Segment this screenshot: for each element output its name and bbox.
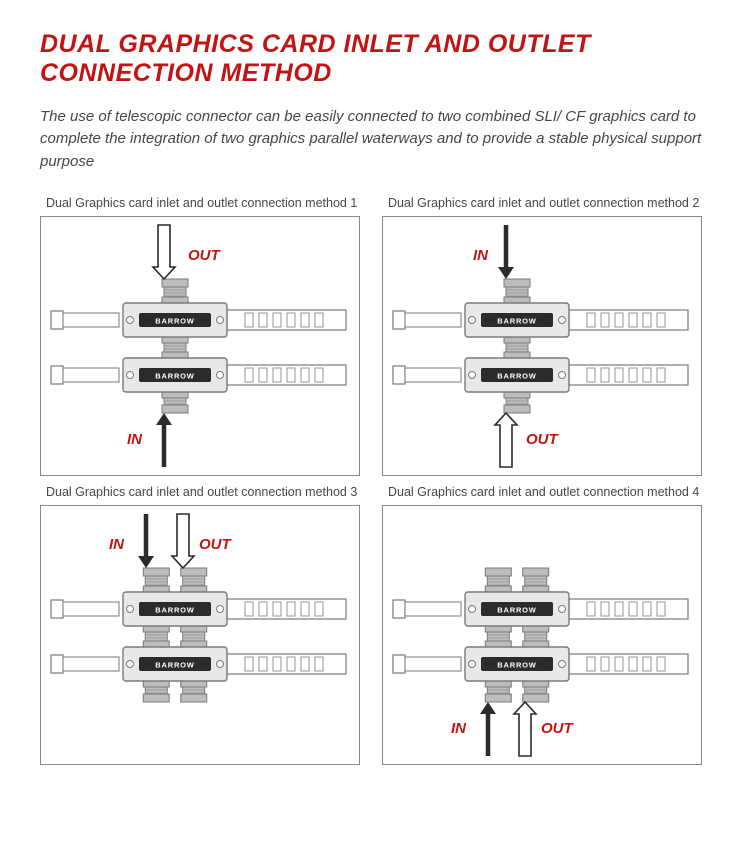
panel-caption: Dual Graphics card inlet and outlet conn… (382, 195, 710, 212)
panel-3: Dual Graphics card inlet and outlet conn… (40, 484, 368, 765)
out-label: OUT (541, 720, 573, 737)
in-label: IN (127, 431, 142, 448)
svg-text:BARROW: BARROW (497, 316, 536, 325)
panel-1: Dual Graphics card inlet and outlet conn… (40, 195, 368, 476)
svg-text:BARROW: BARROW (155, 316, 194, 325)
in-label: IN (451, 720, 466, 737)
panel-caption: Dual Graphics card inlet and outlet conn… (40, 195, 368, 212)
out-label: OUT (199, 536, 231, 553)
svg-text:BARROW: BARROW (497, 371, 536, 380)
in-label: IN (473, 247, 488, 264)
out-label: OUT (526, 431, 558, 448)
svg-text:BARROW: BARROW (497, 605, 536, 614)
svg-text:BARROW: BARROW (497, 660, 536, 669)
panel-caption: Dual Graphics card inlet and outlet conn… (40, 484, 368, 501)
diagram-grid: Dual Graphics card inlet and outlet conn… (40, 195, 710, 765)
panel-caption: Dual Graphics card inlet and outlet conn… (382, 484, 710, 501)
in-label: IN (109, 536, 124, 553)
panel-4: Dual Graphics card inlet and outlet conn… (382, 484, 710, 765)
out-label: OUT (188, 247, 220, 264)
svg-text:BARROW: BARROW (155, 605, 194, 614)
svg-text:BARROW: BARROW (155, 371, 194, 380)
svg-text:BARROW: BARROW (155, 660, 194, 669)
page-description: The use of telescopic connector can be e… (40, 106, 710, 174)
page-title: DUAL GRAPHICS CARD INLET AND OUTLET CONN… (40, 30, 710, 88)
panel-2: Dual Graphics card inlet and outlet conn… (382, 195, 710, 476)
